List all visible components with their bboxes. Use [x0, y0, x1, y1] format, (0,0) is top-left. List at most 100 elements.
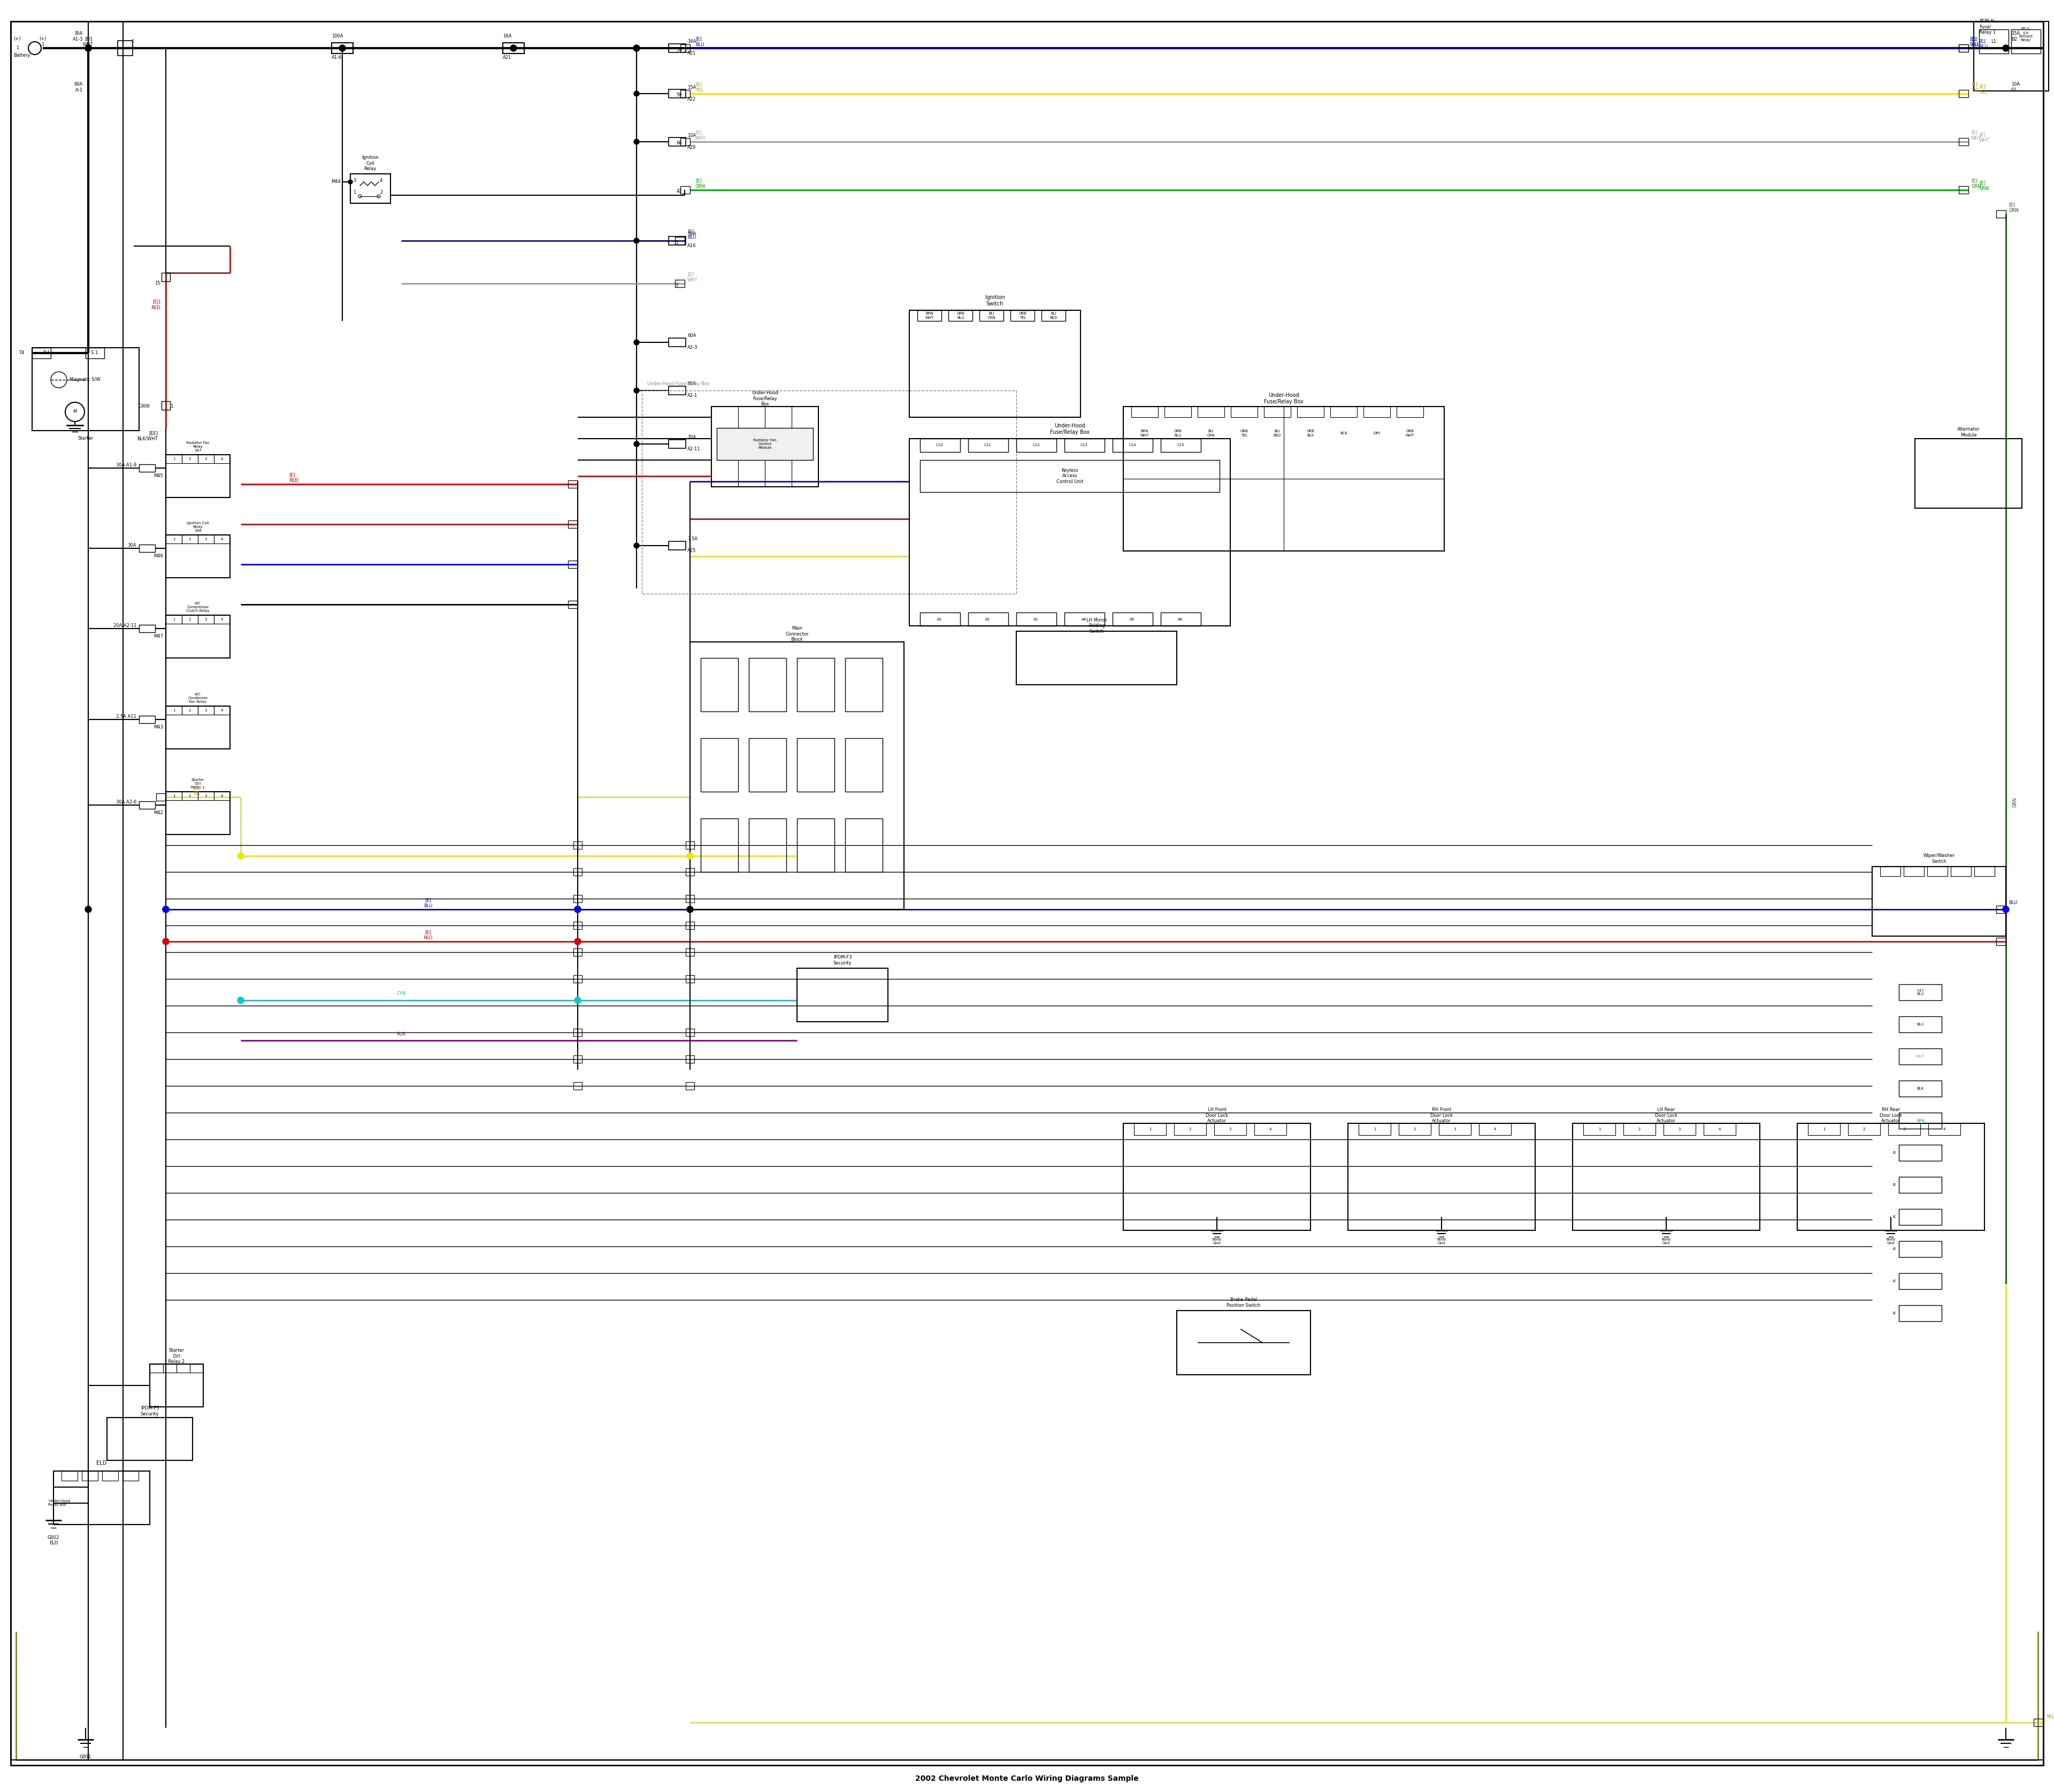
Text: M43: M43 — [154, 726, 162, 729]
Text: [E]
GRN: [E] GRN — [1980, 181, 1988, 190]
Circle shape — [635, 91, 639, 97]
Text: C15: C15 — [1177, 443, 1185, 446]
Text: Alternator
Module: Alternator Module — [1957, 426, 1980, 437]
Text: [E]
RED: [E] RED — [290, 473, 298, 482]
Text: 66: 66 — [676, 142, 682, 145]
Circle shape — [84, 45, 92, 52]
Bar — [1017, 613, 1056, 625]
Text: A22: A22 — [688, 97, 696, 102]
Text: 4: 4 — [1719, 1127, 1721, 1131]
Text: A25: A25 — [688, 548, 696, 554]
Text: 30A A1-9: 30A A1-9 — [115, 462, 136, 468]
Bar — [107, 1417, 193, 1460]
Text: A1-6: A1-6 — [331, 56, 343, 61]
Text: 30A A2-6: 30A A2-6 — [115, 799, 136, 805]
Text: Ignition
Coil
Relay: Ignition Coil Relay — [362, 156, 378, 170]
Text: ORB
TEL: ORB TEL — [1019, 312, 1027, 319]
Text: 1: 1 — [173, 457, 175, 461]
Bar — [140, 464, 156, 471]
Bar — [1347, 1124, 1534, 1231]
Text: Body
Gnd: Body Gnd — [1886, 1238, 1896, 1244]
Bar — [166, 455, 183, 464]
Circle shape — [84, 45, 92, 52]
Text: IE: IE — [1894, 1150, 1896, 1154]
Text: 1: 1 — [16, 47, 18, 50]
Bar — [1980, 29, 2009, 54]
Circle shape — [635, 140, 639, 145]
Text: A21: A21 — [503, 56, 511, 61]
Text: Ignition
Switch: Ignition Switch — [986, 296, 1004, 306]
Bar — [949, 310, 972, 321]
Bar — [844, 738, 883, 792]
Text: 4: 4 — [1493, 1127, 1495, 1131]
Bar — [573, 894, 581, 903]
Bar — [1898, 1016, 1941, 1032]
Text: Starter
Ctrl
Relay 1: Starter Ctrl Relay 1 — [191, 778, 205, 788]
Bar — [670, 43, 686, 52]
Bar — [670, 138, 686, 145]
Text: 1: 1 — [170, 405, 173, 409]
Bar — [2011, 29, 2040, 54]
Bar — [1960, 138, 1968, 145]
Text: IE: IE — [1894, 1183, 1896, 1186]
Bar — [686, 867, 694, 876]
Text: 30A: 30A — [127, 543, 136, 548]
Bar — [711, 407, 817, 487]
Bar — [156, 794, 166, 801]
Bar — [331, 43, 353, 54]
Bar — [1124, 1124, 1310, 1231]
Text: 1: 1 — [1598, 1127, 1600, 1131]
Text: A21: A21 — [688, 52, 696, 56]
Text: C12: C12 — [1033, 443, 1039, 446]
Bar — [1914, 439, 2021, 509]
Text: G001: G001 — [80, 1754, 92, 1760]
Text: 2: 2 — [1863, 1127, 1865, 1131]
Text: Wiper/Washer
Switch: Wiper/Washer Switch — [1923, 853, 1955, 864]
Text: G002
ELD: G002 ELD — [47, 1536, 60, 1546]
Circle shape — [2003, 45, 2009, 52]
Bar — [670, 439, 686, 448]
Bar — [197, 536, 214, 543]
Bar — [1573, 1124, 1760, 1231]
Text: A4: A4 — [1082, 618, 1087, 622]
Text: 7.5A: 7.5A — [688, 538, 698, 541]
Text: 2: 2 — [189, 457, 191, 461]
Text: RH Rear
Door Lock
Actuator: RH Rear Door Lock Actuator — [1879, 1107, 1902, 1124]
Bar — [569, 520, 577, 529]
Bar — [162, 272, 170, 281]
Text: 3: 3 — [205, 618, 207, 622]
Bar — [797, 738, 834, 792]
Bar — [1197, 407, 1224, 418]
Bar — [183, 706, 197, 715]
Text: [E]
WHT: [E] WHT — [696, 131, 707, 140]
Text: BLU: BLU — [1916, 1023, 1925, 1027]
Bar — [53, 1471, 150, 1525]
Text: 60A: 60A — [688, 333, 696, 339]
Text: A/C
Condenser
Fan Relay: A/C Condenser Fan Relay — [187, 694, 207, 704]
Bar — [150, 1364, 162, 1373]
Text: 4: 4 — [222, 457, 224, 461]
Text: Body
Gnd: Body Gnd — [1438, 1238, 1446, 1244]
Bar — [676, 280, 684, 287]
Text: [E]
WHT: [E] WHT — [1980, 133, 1990, 143]
Bar — [641, 391, 1017, 593]
Text: A2-11: A2-11 — [688, 446, 700, 452]
Text: 60A
A-1: 60A A-1 — [74, 82, 82, 93]
Text: Starter: Starter — [78, 435, 92, 441]
Bar — [1904, 867, 1925, 876]
Text: 42: 42 — [676, 190, 682, 194]
Bar — [2033, 1719, 2044, 1726]
Text: [E]
WHT: [E] WHT — [1972, 131, 1982, 140]
Bar — [918, 310, 941, 321]
Text: C14: C14 — [1130, 443, 1136, 446]
Circle shape — [633, 45, 639, 52]
Bar — [86, 348, 105, 358]
Text: [EJ]
RED: [EJ] RED — [152, 299, 160, 310]
Circle shape — [635, 340, 639, 346]
Text: [E]
BLU: [E] BLU — [696, 36, 705, 47]
Bar — [920, 613, 959, 625]
Bar — [573, 948, 581, 955]
Bar — [183, 615, 197, 624]
Text: Under-Hood
Fuse/Relay Box: Under-Hood Fuse/Relay Box — [1050, 423, 1089, 435]
Bar — [980, 310, 1004, 321]
